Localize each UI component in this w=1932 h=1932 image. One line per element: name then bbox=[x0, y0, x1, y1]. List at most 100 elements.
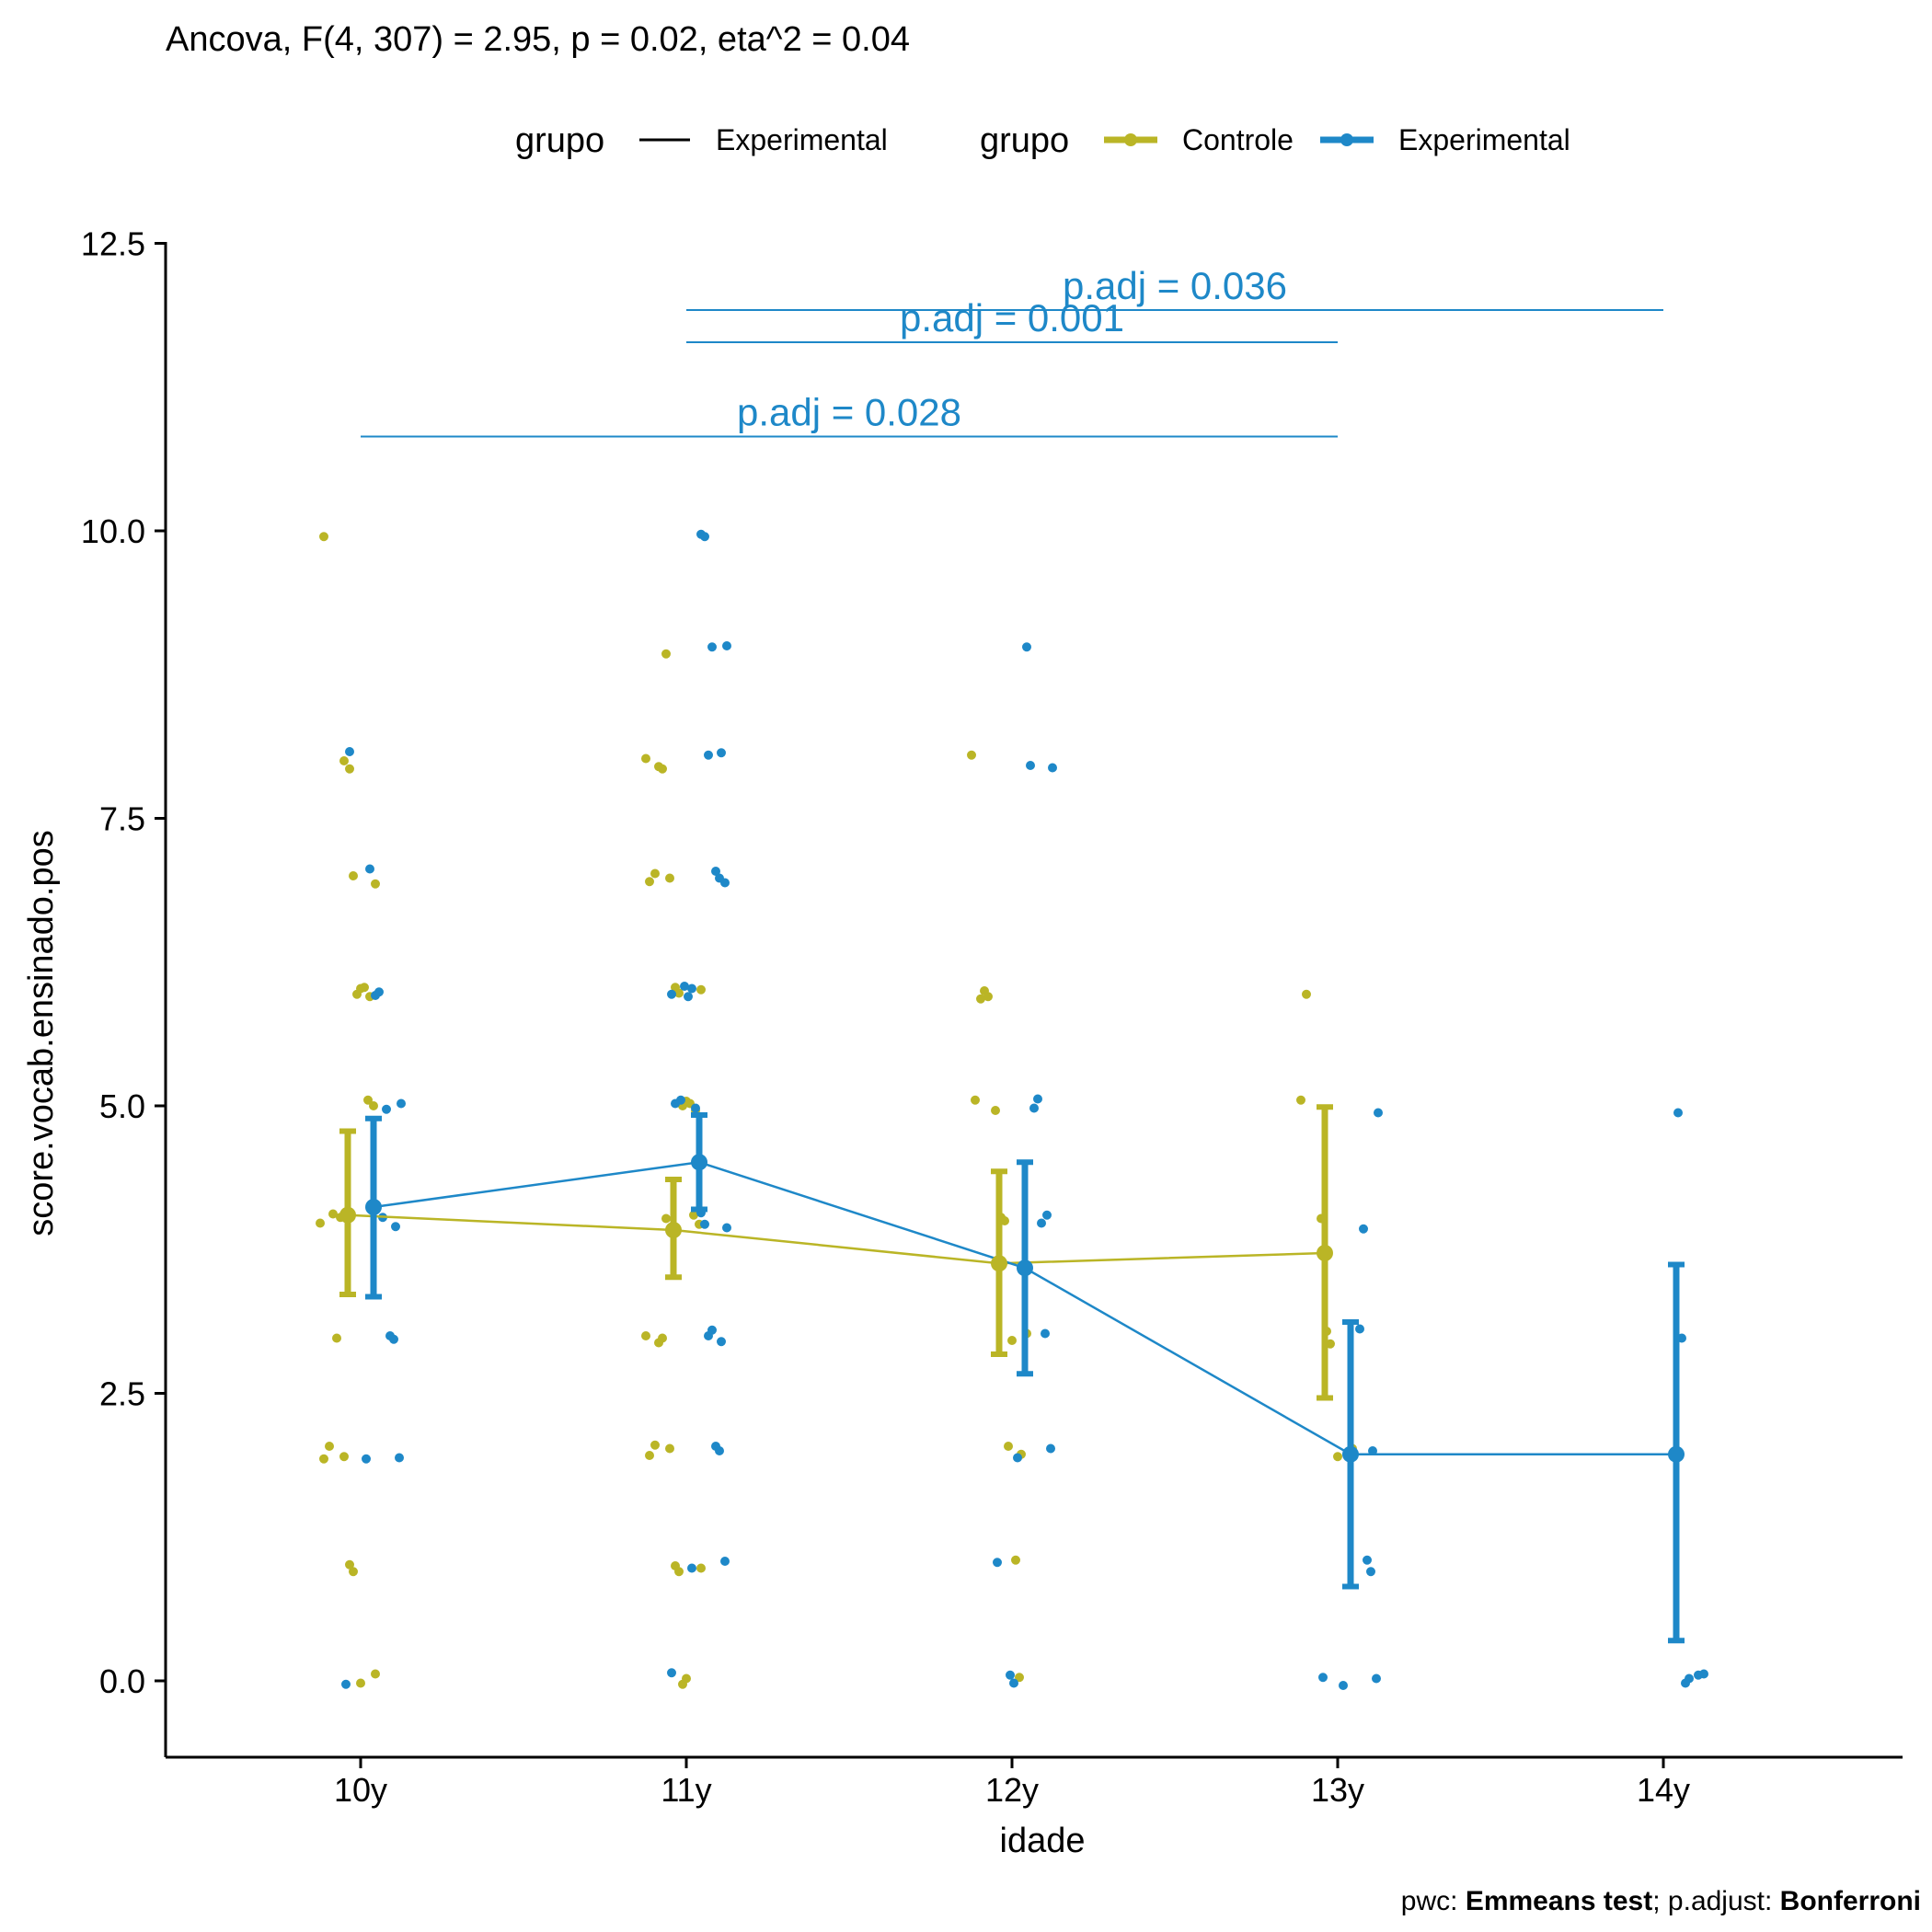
data-point-experimental bbox=[397, 1098, 406, 1109]
data-point-experimental bbox=[722, 1223, 731, 1233]
mean-point-controle bbox=[665, 1222, 682, 1238]
legend-line-label: Experimental bbox=[716, 123, 888, 156]
data-point-controle bbox=[661, 649, 671, 659]
data-point-controle bbox=[319, 532, 328, 542]
data-point-experimental bbox=[711, 867, 720, 876]
legend-line-title: grupo bbox=[515, 121, 604, 160]
y-tick-label: 0.0 bbox=[99, 1662, 145, 1700]
data-point-controle bbox=[645, 1451, 654, 1460]
data-point-controle bbox=[316, 1218, 325, 1228]
data-point-controle bbox=[674, 1567, 684, 1577]
data-point-experimental bbox=[1374, 1108, 1383, 1118]
error-bars bbox=[339, 1104, 1685, 1644]
data-point-controle bbox=[658, 764, 667, 774]
mean-point-controle bbox=[339, 1206, 356, 1224]
data-point-experimental bbox=[1366, 1567, 1375, 1577]
y-tick-label: 10.0 bbox=[81, 512, 145, 550]
y-ticks: 0.0 2.5 5.0 7.5 10.0 12.5 bbox=[81, 225, 166, 1700]
mean-point-experimental bbox=[1668, 1445, 1685, 1463]
data-point-controle bbox=[983, 992, 993, 1002]
data-point-experimental bbox=[700, 532, 709, 542]
mean-lines bbox=[347, 1160, 1676, 1455]
data-point-experimental bbox=[345, 747, 354, 756]
data-point-experimental bbox=[389, 1334, 398, 1344]
legend: grupo Experimental grupo Controle Experi… bbox=[515, 121, 1570, 160]
data-points bbox=[316, 529, 1708, 1690]
data-point-experimental bbox=[717, 1337, 726, 1347]
data-point-controle bbox=[371, 1669, 380, 1679]
mean-point-experimental bbox=[1017, 1259, 1033, 1277]
data-point-controle bbox=[1015, 1673, 1024, 1683]
data-point-controle bbox=[371, 879, 380, 889]
data-point-controle bbox=[991, 1106, 1000, 1115]
data-point-controle bbox=[971, 1095, 980, 1105]
data-point-controle bbox=[369, 1101, 378, 1110]
data-point-controle bbox=[1011, 1555, 1020, 1565]
legend-label-controle: Controle bbox=[1182, 123, 1294, 156]
data-point-controle bbox=[1007, 1336, 1017, 1345]
y-axis: 0.0 2.5 5.0 7.5 10.0 12.5 score.vocab.ensinad… bbox=[22, 225, 167, 1757]
data-point-experimental bbox=[680, 982, 689, 991]
y-tick-label: 7.5 bbox=[99, 800, 145, 838]
data-point-experimental bbox=[687, 1563, 696, 1573]
data-point-experimental bbox=[1033, 1094, 1042, 1104]
data-point-experimental bbox=[1041, 1328, 1050, 1339]
x-tick-label: 14y bbox=[1637, 1771, 1690, 1809]
data-point-controle bbox=[1333, 1452, 1342, 1462]
data-point-controle bbox=[674, 988, 684, 998]
data-point-controle bbox=[696, 984, 706, 995]
y-axis-label: score.vocab.ensinado.pos bbox=[22, 830, 61, 1236]
caption: pwc: Emmeans test; p.adjust: Bonferroni bbox=[1401, 1886, 1921, 1916]
data-point-controle bbox=[363, 1095, 373, 1105]
data-point-controle bbox=[696, 1563, 706, 1573]
data-point-experimental bbox=[1681, 1678, 1690, 1688]
bracket-label: p.adj = 0.001 bbox=[900, 296, 1124, 339]
data-point-experimental bbox=[687, 983, 696, 994]
data-point-controle bbox=[352, 989, 362, 999]
data-point-controle bbox=[345, 764, 354, 774]
data-point-experimental bbox=[704, 750, 713, 760]
data-point-controle bbox=[339, 1452, 349, 1462]
data-point-controle bbox=[1004, 1442, 1013, 1451]
data-point-experimental bbox=[395, 1453, 404, 1463]
bracket-label: p.adj = 0.036 bbox=[1063, 264, 1287, 307]
x-ticks: 10y 11y 12y 13y 14y bbox=[334, 1757, 1690, 1809]
data-point-experimental bbox=[1013, 1453, 1022, 1463]
data-point-controle bbox=[665, 1443, 674, 1454]
data-point-experimental bbox=[1026, 761, 1035, 770]
data-point-controle bbox=[356, 1678, 365, 1688]
data-point-controle bbox=[1302, 989, 1311, 999]
chart-title: Ancova, F(4, 307) = 2.95, p = 0.02, eta^… bbox=[166, 20, 910, 59]
legend-point-title: grupo bbox=[980, 121, 1069, 160]
data-point-controle bbox=[345, 1559, 354, 1570]
data-point-experimental bbox=[671, 1098, 680, 1109]
x-axis-label: idade bbox=[1000, 1822, 1086, 1860]
data-point-controle bbox=[678, 1679, 687, 1689]
data-point-experimental bbox=[1673, 1108, 1683, 1118]
data-point-controle bbox=[665, 873, 674, 883]
data-point-controle bbox=[650, 1440, 660, 1450]
mean-point-controle bbox=[991, 1255, 1007, 1272]
data-point-controle bbox=[325, 1442, 334, 1451]
data-point-controle bbox=[661, 1213, 671, 1224]
data-point-experimental bbox=[1694, 1670, 1703, 1680]
data-point-controle bbox=[360, 983, 369, 993]
data-point-experimental bbox=[374, 987, 384, 997]
data-point-experimental bbox=[1318, 1673, 1328, 1683]
data-point-controle bbox=[349, 871, 358, 880]
data-point-controle bbox=[332, 1333, 341, 1343]
mean-point-experimental bbox=[365, 1199, 382, 1215]
caption-method: Emmeans test bbox=[1466, 1886, 1652, 1916]
data-point-controle bbox=[689, 1210, 698, 1220]
data-point-controle bbox=[641, 753, 650, 764]
y-tick-label: 12.5 bbox=[81, 225, 145, 263]
data-point-experimental bbox=[667, 989, 676, 999]
data-point-experimental bbox=[700, 1219, 709, 1229]
data-point-experimental bbox=[684, 992, 693, 1002]
data-point-experimental bbox=[391, 1222, 400, 1232]
bracket-label: p.adj = 0.028 bbox=[737, 391, 961, 434]
data-point-experimental bbox=[720, 878, 730, 888]
data-point-experimental bbox=[341, 1679, 351, 1689]
